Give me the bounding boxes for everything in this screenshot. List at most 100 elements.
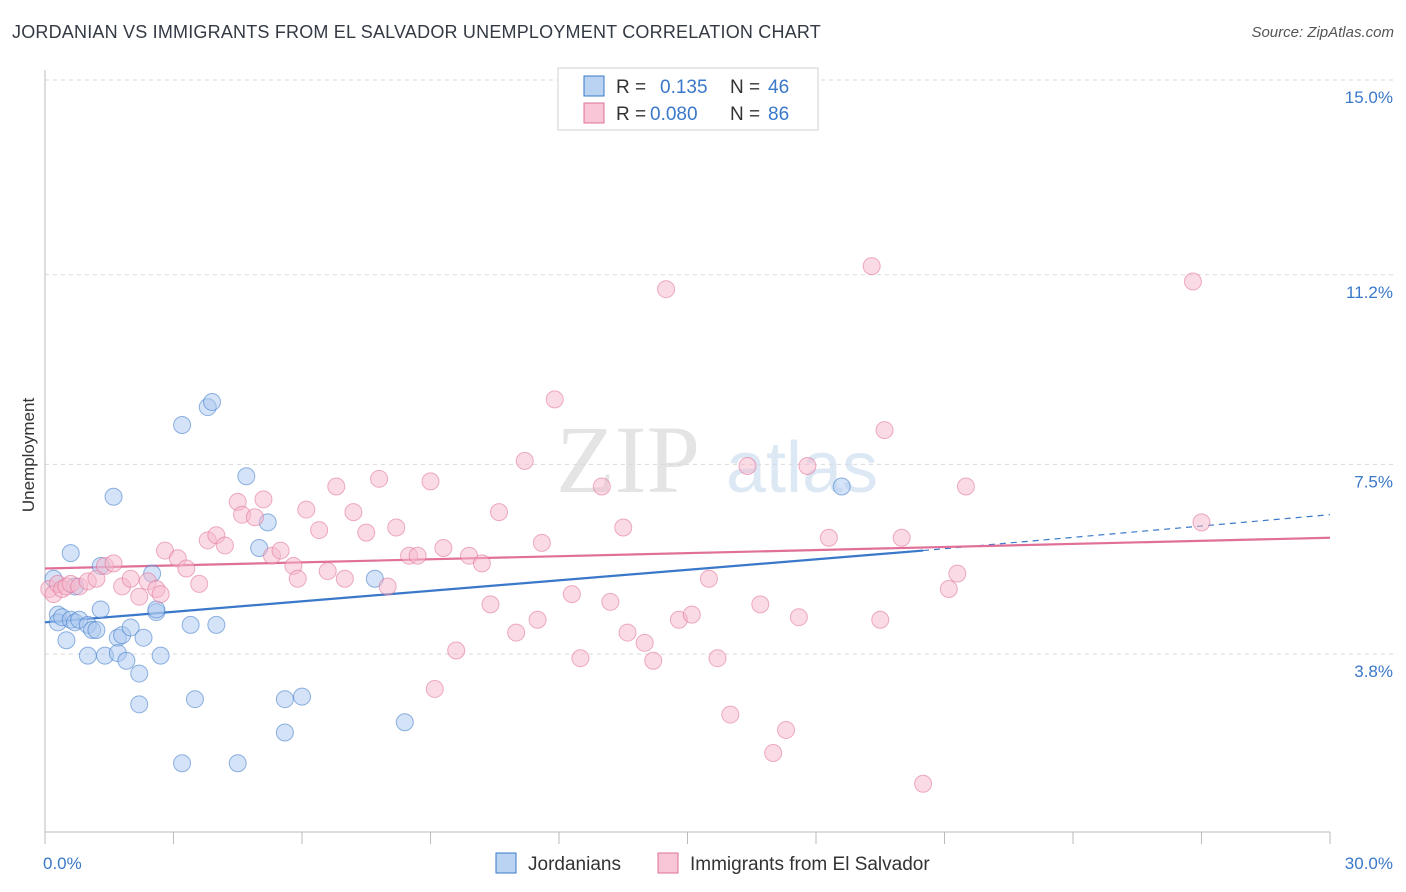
trend-line-pink <box>44 536 1331 570</box>
legend-bottom-label-el-salvador: Immigrants from El Salvador <box>690 854 930 875</box>
x-tick-label-0: 0.0% <box>43 854 82 873</box>
y-tick-label-0: 3.8% <box>1354 662 1393 681</box>
point-pink-62 <box>618 623 637 642</box>
point-pink-55 <box>532 533 551 552</box>
legend-bottom: Jordanians Immigrants from El Salvador <box>495 852 930 875</box>
legend-swatch-pink <box>583 102 605 124</box>
point-pink-35 <box>327 477 346 496</box>
point-pink-80 <box>875 421 894 440</box>
tick-labels: 3.8% 7.5% 11.2% 15.0% 0.0% 30.0% <box>43 88 1393 873</box>
x-tick-label-1: 30.0% <box>1345 854 1393 873</box>
y-tick-label-3: 15.0% <box>1345 88 1393 107</box>
point-pink-67 <box>682 605 701 624</box>
point-blue-30 <box>173 416 192 434</box>
point-pink-70 <box>721 705 740 724</box>
point-pink-59 <box>592 477 611 496</box>
legend-r-label-2: R = <box>616 104 646 125</box>
point-pink-40 <box>378 577 397 596</box>
point-blue-25 <box>134 628 153 647</box>
point-pink-19 <box>177 559 196 578</box>
point-blue-45 <box>395 713 414 732</box>
point-blue-28 <box>147 600 166 619</box>
point-blue-15 <box>91 600 110 619</box>
legend-bottom-label-jordanians: Jordanians <box>528 854 621 875</box>
point-pink-31 <box>288 569 307 588</box>
point-blue-13 <box>87 621 106 639</box>
point-pink-27 <box>254 490 273 509</box>
point-pink-84 <box>948 564 967 583</box>
source-label: Source: ZipAtlas.com <box>1251 24 1394 41</box>
point-blue-29 <box>151 646 170 665</box>
legend-n-value-2: 86 <box>768 104 789 125</box>
point-blue-32 <box>181 615 200 634</box>
point-pink-51 <box>490 503 509 522</box>
point-blue-38 <box>237 467 256 486</box>
point-pink-49 <box>472 554 491 573</box>
point-pink-44 <box>421 472 440 491</box>
point-pink-75 <box>789 608 808 627</box>
point-pink-33 <box>310 521 329 540</box>
y-tick-label-2: 11.2% <box>1346 283 1393 302</box>
legend-n-label-1: N = <box>730 77 760 98</box>
point-pink-56 <box>545 390 564 409</box>
point-pink-54 <box>528 610 547 629</box>
point-pink-83 <box>939 580 958 598</box>
trend-lines <box>44 514 1331 624</box>
point-pink-79 <box>871 610 890 629</box>
point-pink-87 <box>1192 513 1211 532</box>
point-pink-61 <box>614 518 633 537</box>
point-pink-81 <box>892 528 911 547</box>
point-pink-63 <box>635 633 654 652</box>
point-blue-6 <box>61 544 80 563</box>
point-blue-24 <box>130 695 149 714</box>
axes <box>44 70 1331 844</box>
point-pink-71 <box>738 457 757 475</box>
point-pink-43 <box>408 546 427 565</box>
point-blue-23 <box>130 664 149 683</box>
point-blue-10 <box>78 646 97 665</box>
point-pink-12 <box>121 569 140 588</box>
point-pink-82 <box>914 774 933 793</box>
y-tick-label-1: 7.5% <box>1354 472 1393 491</box>
point-blue-36 <box>207 615 226 634</box>
point-pink-23 <box>215 536 234 555</box>
point-pink-29 <box>271 541 290 560</box>
point-blue-22 <box>121 618 140 637</box>
point-pink-32 <box>297 500 316 519</box>
point-pink-50 <box>481 595 500 614</box>
legend-swatch-blue <box>583 75 605 97</box>
data-points <box>40 257 1211 793</box>
point-blue-17 <box>104 487 123 506</box>
point-pink-16 <box>151 585 170 604</box>
legend-n-label-2: N = <box>730 104 760 125</box>
point-pink-73 <box>764 744 783 762</box>
point-pink-13 <box>130 587 149 606</box>
point-pink-36 <box>335 569 354 588</box>
point-pink-69 <box>708 649 727 668</box>
legend-r-value-2: 0.080 <box>650 104 698 125</box>
point-blue-41 <box>275 690 294 709</box>
point-pink-34 <box>318 562 337 581</box>
legend-r-label-1: R = <box>616 77 646 98</box>
point-pink-58 <box>571 649 590 668</box>
trend-line-extension-blue <box>923 514 1331 552</box>
point-pink-65 <box>657 280 676 299</box>
point-pink-76 <box>798 457 817 475</box>
point-blue-4 <box>57 631 76 650</box>
chart-title: JORDANIAN VS IMMIGRANTS FROM EL SALVADOR… <box>12 22 821 42</box>
legend-bottom-swatch-pink <box>657 852 679 874</box>
point-pink-77 <box>819 528 838 547</box>
point-blue-46 <box>832 477 851 496</box>
point-pink-78 <box>862 257 881 276</box>
point-pink-86 <box>1183 272 1202 291</box>
point-pink-53 <box>515 451 534 470</box>
point-pink-72 <box>751 595 770 614</box>
point-pink-39 <box>370 469 389 488</box>
legend-n-value-1: 46 <box>768 77 789 98</box>
point-blue-21 <box>117 651 136 670</box>
point-blue-43 <box>293 687 311 706</box>
point-pink-57 <box>562 585 581 604</box>
point-pink-8 <box>87 569 106 588</box>
point-pink-26 <box>245 508 264 527</box>
point-pink-60 <box>601 592 620 611</box>
